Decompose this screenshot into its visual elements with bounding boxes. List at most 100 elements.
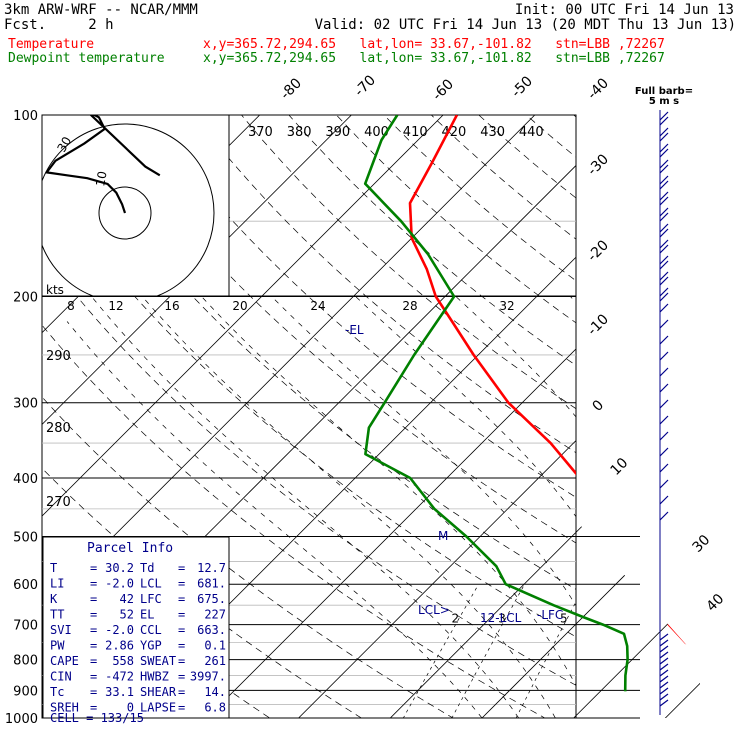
parcel-value: -2.0 <box>105 623 134 637</box>
temperature-tick-0: 0 <box>590 397 608 415</box>
moist-adiabat <box>355 296 576 518</box>
theta-label-380: 380 <box>287 125 312 140</box>
wind-barb <box>659 431 669 441</box>
wind-barb <box>659 223 669 233</box>
dry-adiabat <box>478 115 576 199</box>
temperature-tick--80: -80 <box>278 75 305 102</box>
mixing-ratio-line <box>629 584 697 731</box>
isotherm <box>652 115 700 718</box>
parcel-key: SVI <box>50 623 72 637</box>
parcel-eq: = <box>178 592 185 606</box>
wind-barb <box>659 127 669 137</box>
mixing-ratio-line <box>402 584 479 718</box>
header-init: Init: 00 UTC Fri 14 Jun 13 <box>514 2 734 18</box>
lcl-label: LCL> <box>418 603 450 617</box>
pressure-tick-200: 200 <box>13 291 38 306</box>
speed-tick-8: 8 <box>67 299 75 313</box>
parcel-value: -472 <box>105 670 134 684</box>
parcel-key: K <box>50 592 58 606</box>
wind-barb <box>659 383 669 393</box>
temperature-tick--40: -40 <box>585 75 612 102</box>
hodograph-units: kts <box>46 283 64 297</box>
wind-barb <box>659 699 669 707</box>
parcel-value: 42 <box>120 592 134 606</box>
wind-barb <box>659 367 669 377</box>
parcel-eq: = <box>178 623 185 637</box>
parcel-info-panel: Parcel Info T = 30.2 Td = 12.7 LI = -2.0 LCL = 681. K… <box>42 536 230 725</box>
parcel-value: 558 <box>112 654 134 668</box>
parcel-value: 30.2 <box>105 561 134 575</box>
theta-label-410: 410 <box>403 125 428 140</box>
theta-label-290: 290 <box>46 349 71 364</box>
moist-adiabat <box>570 296 576 303</box>
parcel-value: 14. <box>204 685 226 699</box>
parcel-eq: = <box>178 561 185 575</box>
wind-barb <box>659 351 669 361</box>
wind-barb <box>659 255 669 265</box>
theta-label-420: 420 <box>442 125 467 140</box>
pressure-tick-300: 300 <box>13 397 38 412</box>
parcel-key: EL <box>140 608 154 622</box>
dry-adiabat <box>336 115 576 324</box>
isotherm <box>468 115 700 718</box>
wind-barb <box>659 335 669 345</box>
temperature-tick-40: 40 <box>704 591 728 615</box>
isotherm <box>193 115 700 718</box>
wind-barb <box>659 271 669 281</box>
parcel-key: LCL <box>140 577 162 591</box>
parcel-key: CIN <box>50 670 72 684</box>
wind-barb <box>659 164 669 174</box>
temperature-tick--30: -30 <box>585 151 612 178</box>
wind-barb <box>659 228 669 238</box>
parcel-key: LI <box>50 577 64 591</box>
dry-adiabat <box>288 115 576 366</box>
wind-barb <box>659 645 669 653</box>
wind-barb <box>659 639 669 647</box>
parcel-value: 681. <box>197 577 226 591</box>
mixing-ratio-label: 8 <box>620 612 628 626</box>
parcel-key: LFC <box>140 592 162 606</box>
full-barb-units: 5 m s <box>649 96 679 107</box>
wind-barb <box>659 276 669 286</box>
theta-label-440: 440 <box>519 125 544 140</box>
parcel-key: Tc <box>50 685 64 699</box>
parcel-value: 2.86 <box>105 639 134 653</box>
parcel-value: 227 <box>204 608 226 622</box>
pressure-tick-800: 800 <box>13 654 38 669</box>
speed-tick-12: 12 <box>108 299 123 313</box>
header-valid: Valid: 02 UTC Fri 14 Jun 13 (20 MDT Thu … <box>314 17 736 33</box>
temperature-tick--50: -50 <box>509 73 536 100</box>
pressure-tick-500: 500 <box>13 530 38 545</box>
parcel-eq: = <box>178 670 185 684</box>
wind-barb <box>659 681 669 689</box>
moist-adiabat <box>142 296 556 718</box>
mixing-ratio-lines: 23581220 <box>402 584 697 731</box>
wind-barb <box>659 148 669 158</box>
header-forecast: Fcst. 2 h <box>4 17 114 33</box>
wind-barb <box>659 207 669 217</box>
wind-barb <box>659 657 669 665</box>
dry-adiabat <box>146 115 576 498</box>
parcel-eq: = <box>178 577 185 591</box>
wind-barb <box>659 212 669 222</box>
parcel-eq: = <box>90 685 97 699</box>
parcel-eq: = <box>90 577 97 591</box>
legend-temperature-info: x,y=365.72,294.65 lat,lon= 33.67,-101.82… <box>203 37 665 52</box>
isotherm <box>42 115 536 718</box>
pressure-tick-1000: 1000 <box>5 712 38 727</box>
parcel-eq: = <box>90 592 97 606</box>
parcel-value: 261 <box>204 654 226 668</box>
temperature-tick--70: -70 <box>352 72 379 99</box>
wind-barb <box>659 675 669 683</box>
wind-barb <box>659 399 669 409</box>
wind-barb <box>659 244 669 254</box>
wind-barb <box>659 495 669 505</box>
speed-tick-28: 28 <box>402 299 417 313</box>
parcel-eq: = <box>90 608 97 622</box>
theta-label-270: 270 <box>46 495 71 510</box>
wind-barb <box>659 663 669 671</box>
mixing-ratio-label: 5 <box>560 612 568 626</box>
moist-adiabat <box>201 296 576 687</box>
hodograph-box <box>41 114 230 297</box>
